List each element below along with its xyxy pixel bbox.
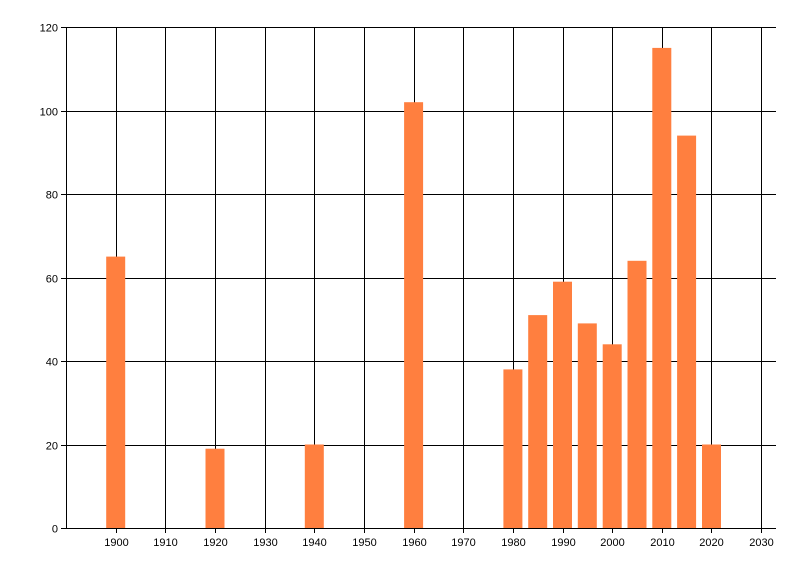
y-tick-label: 20 <box>46 441 58 453</box>
x-tick-label: 2000 <box>600 537 624 549</box>
bar-2000 <box>602 344 622 528</box>
y-tick-label: 80 <box>46 190 58 202</box>
bar-1995 <box>577 323 597 528</box>
bars <box>106 47 721 529</box>
bar-1900 <box>106 256 126 528</box>
bar-2005 <box>627 260 647 528</box>
bar-2020 <box>702 444 721 528</box>
x-tick-label: 2030 <box>749 537 773 549</box>
x-tick-label: 1920 <box>203 537 227 549</box>
y-tick-label: 0 <box>52 524 58 536</box>
x-tick-label: 1940 <box>302 537 326 549</box>
x-tick-label: 1960 <box>402 537 426 549</box>
bar-1920 <box>205 448 225 528</box>
tick-labels: 0 20 40 60 80 100 120 1900 1910 1920 1930 1940 1950 1… <box>40 23 774 550</box>
bar-2010 <box>652 47 672 529</box>
y-tick-label: 100 <box>40 107 58 119</box>
y-tick-label: 40 <box>46 357 58 369</box>
x-tick-label: 1970 <box>451 537 475 549</box>
x-tick-label: 1930 <box>253 537 277 549</box>
x-tick-label: 1950 <box>352 537 376 549</box>
y-tick-label: 60 <box>46 274 58 286</box>
bar-1990 <box>553 281 572 528</box>
bar-1960 <box>404 102 424 528</box>
x-tick-label: 1900 <box>104 537 128 549</box>
bar-1940 <box>304 444 324 528</box>
bar-2015 <box>677 135 697 528</box>
x-tick-label: 1910 <box>153 537 177 549</box>
x-tick-label: 1990 <box>551 537 575 549</box>
bar-1985 <box>528 315 548 528</box>
y-tick-label: 120 <box>40 23 58 35</box>
x-tick-label: 1980 <box>501 537 525 549</box>
axes <box>61 27 776 533</box>
x-tick-label: 2020 <box>699 537 723 549</box>
bar-1980 <box>503 369 523 528</box>
x-tick-label: 2010 <box>650 537 674 549</box>
